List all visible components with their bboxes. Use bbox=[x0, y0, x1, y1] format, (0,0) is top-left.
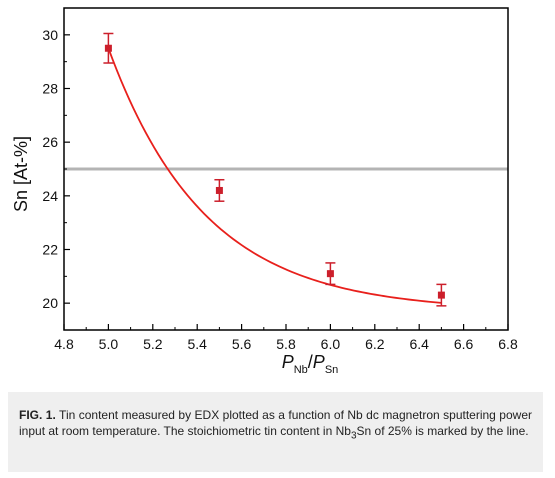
caption-subscript: 3 bbox=[350, 430, 357, 442]
y-axis-title: Sn [At-%] bbox=[11, 136, 31, 212]
y-tick-label: 26 bbox=[42, 134, 58, 150]
y-tick-label: 30 bbox=[42, 27, 58, 43]
data-point bbox=[437, 291, 445, 299]
x-tick-label: 5.2 bbox=[143, 336, 163, 352]
x-tick-label: 6.2 bbox=[365, 336, 385, 352]
x-tick-label: 4.8 bbox=[54, 336, 74, 352]
x-tick-label: 6.8 bbox=[498, 336, 518, 352]
data-point bbox=[326, 270, 334, 278]
caption-text-part1: Tin content measured by EDX plotted as a… bbox=[19, 408, 532, 438]
figure-caption: FIG. 1. Tin content measured by EDX plot… bbox=[19, 407, 532, 444]
x-tick-label: 5.4 bbox=[187, 336, 207, 352]
y-tick-label: 20 bbox=[42, 295, 58, 311]
figure-label: FIG. 1. bbox=[19, 408, 56, 422]
chart: 4.8 5.0 5.2 5.4 5.6 5.8 6.0 6.2 6.4 6.6 6.8 20 22 24 2… bbox=[11, 7, 518, 376]
x-tick-label: 5.8 bbox=[276, 336, 296, 352]
y-tick-label: 28 bbox=[42, 81, 58, 97]
x-tick-label: 6.0 bbox=[321, 336, 341, 352]
data-point bbox=[104, 44, 112, 52]
y-tick-label: 22 bbox=[42, 242, 58, 258]
fit-curve bbox=[107, 47, 442, 304]
y-tick-label: 24 bbox=[42, 188, 58, 204]
x-tick-label: 6.4 bbox=[409, 336, 429, 352]
data-point bbox=[215, 186, 223, 194]
figure-caption-box: FIG. 1. Tin content measured by EDX plot… bbox=[8, 392, 543, 472]
x-tick-label: 6.6 bbox=[454, 336, 474, 352]
x-axis-title: PNb/PSn bbox=[282, 352, 339, 376]
caption-text-part2: Sn of 25% is marked by the line. bbox=[356, 424, 529, 438]
x-tick-label: 5.6 bbox=[232, 336, 252, 352]
x-tick-label: 5.0 bbox=[99, 336, 119, 352]
